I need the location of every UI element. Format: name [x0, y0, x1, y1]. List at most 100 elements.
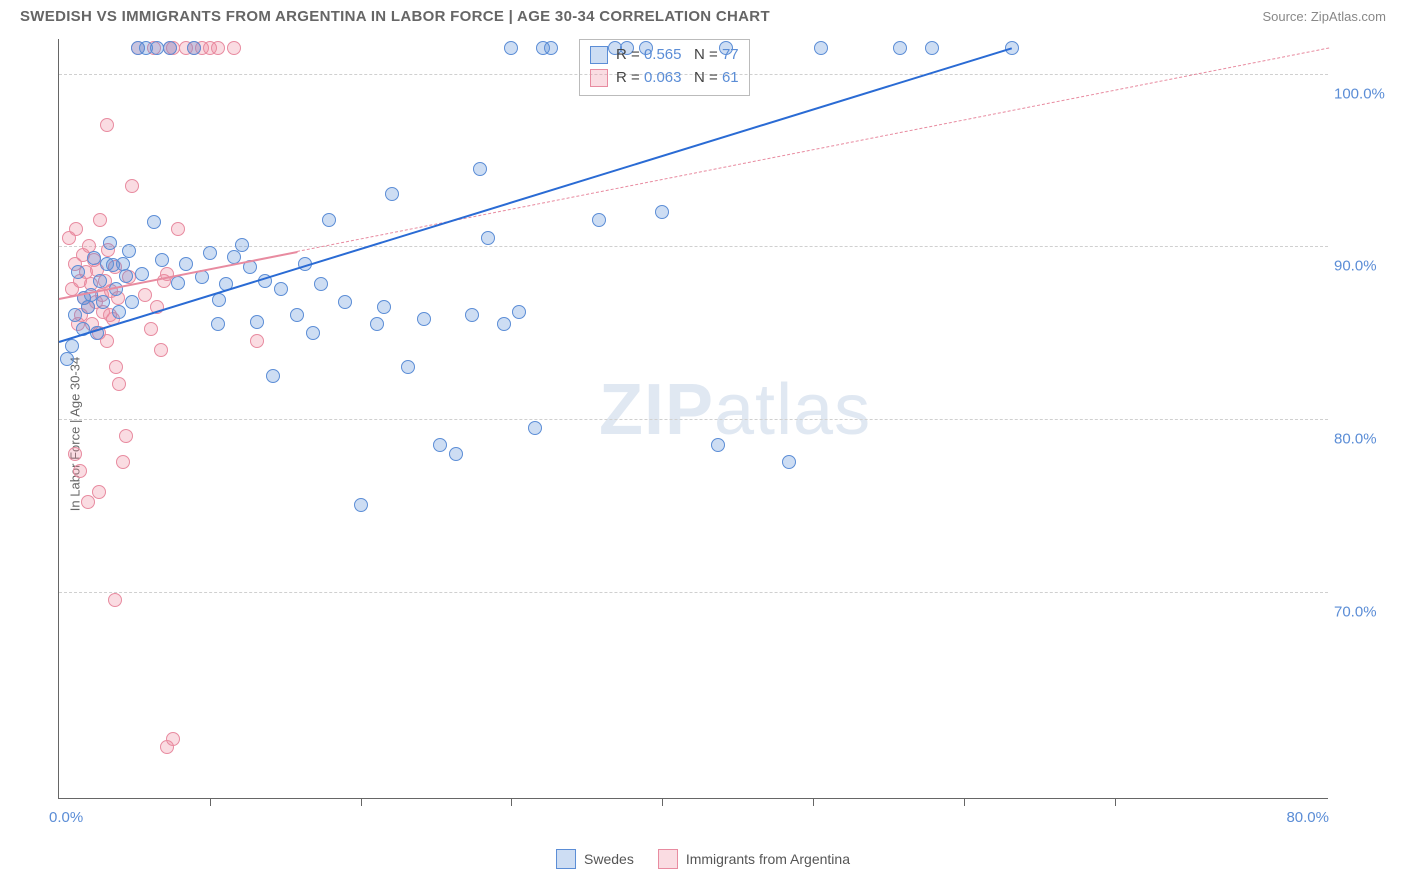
data-point-swedes	[504, 41, 518, 55]
x-tick	[813, 798, 814, 806]
watermark-bold: ZIP	[599, 370, 714, 450]
data-point-swedes	[163, 41, 177, 55]
data-point-swedes	[266, 369, 280, 383]
data-point-swedes	[96, 295, 110, 309]
data-point-swedes	[322, 213, 336, 227]
chart-legend: Swedes Immigrants from Argentina	[556, 849, 850, 869]
legend-label: Swedes	[584, 851, 634, 867]
data-point-swedes	[497, 317, 511, 331]
data-point-swedes	[306, 326, 320, 340]
data-point-swedes	[401, 360, 415, 374]
data-point-swedes	[417, 312, 431, 326]
data-point-swedes	[433, 438, 447, 452]
x-tick-label: 80.0%	[1286, 809, 1329, 826]
data-point-swedes	[155, 253, 169, 267]
trend-line	[59, 48, 1012, 344]
watermark-light: atlas	[714, 370, 871, 450]
data-point-swedes	[711, 438, 725, 452]
data-point-swedes	[93, 274, 107, 288]
data-point-swedes	[385, 187, 399, 201]
data-point-swedes	[103, 236, 117, 250]
data-point-swedes	[203, 246, 217, 260]
legend-item-swedes: Swedes	[556, 849, 634, 869]
data-point-swedes	[377, 300, 391, 314]
chart-header: SWEDISH VS IMMIGRANTS FROM ARGENTINA IN …	[0, 0, 1406, 29]
data-point-swedes	[314, 277, 328, 291]
stats-box: R = 0.565 N = 77R = 0.063 N = 61	[579, 39, 750, 96]
data-point-argentina	[119, 429, 133, 443]
data-point-argentina	[250, 334, 264, 348]
data-point-swedes	[171, 276, 185, 290]
y-tick-label: 90.0%	[1334, 258, 1394, 275]
data-point-swedes	[65, 339, 79, 353]
data-point-swedes	[290, 308, 304, 322]
x-tick	[662, 798, 663, 806]
x-tick	[964, 798, 965, 806]
data-point-argentina	[138, 288, 152, 302]
data-point-swedes	[782, 455, 796, 469]
gridline-h	[59, 246, 1328, 247]
data-point-argentina	[154, 343, 168, 357]
stats-row-swedes: R = 0.565 N = 77	[590, 44, 739, 67]
data-point-argentina	[92, 485, 106, 499]
data-point-swedes	[354, 498, 368, 512]
data-point-swedes	[544, 41, 558, 55]
data-point-swedes	[179, 257, 193, 271]
data-point-argentina	[166, 732, 180, 746]
data-point-swedes	[481, 231, 495, 245]
legend-swatch-argentina	[590, 69, 608, 87]
plot-area: ZIPatlas 70.0%80.0%90.0%100.0%0.0%80.0%R…	[58, 39, 1328, 799]
data-point-swedes	[338, 295, 352, 309]
x-tick	[210, 798, 211, 806]
data-point-argentina	[73, 464, 87, 478]
data-point-swedes	[592, 213, 606, 227]
data-point-argentina	[116, 455, 130, 469]
data-point-argentina	[69, 222, 83, 236]
data-point-argentina	[100, 118, 114, 132]
data-point-swedes	[68, 308, 82, 322]
data-point-argentina	[109, 360, 123, 374]
legend-swatch	[658, 849, 678, 869]
legend-swatch	[556, 849, 576, 869]
data-point-swedes	[147, 215, 161, 229]
legend-swatch-swedes	[590, 46, 608, 64]
data-point-argentina	[108, 593, 122, 607]
data-point-swedes	[119, 269, 133, 283]
data-point-swedes	[71, 265, 85, 279]
data-point-swedes	[81, 300, 95, 314]
gridline-h	[59, 419, 1328, 420]
data-point-swedes	[465, 308, 479, 322]
stats-row-argentina: R = 0.063 N = 61	[590, 67, 739, 90]
watermark: ZIPatlas	[599, 369, 871, 451]
y-tick-label: 70.0%	[1334, 603, 1394, 620]
data-point-swedes	[370, 317, 384, 331]
data-point-swedes	[211, 317, 225, 331]
x-tick	[1115, 798, 1116, 806]
data-point-swedes	[250, 315, 264, 329]
x-tick	[361, 798, 362, 806]
data-point-argentina	[93, 213, 107, 227]
data-point-swedes	[925, 41, 939, 55]
y-tick-label: 80.0%	[1334, 431, 1394, 448]
data-point-swedes	[893, 41, 907, 55]
data-point-argentina	[227, 41, 241, 55]
data-point-argentina	[144, 322, 158, 336]
data-point-swedes	[814, 41, 828, 55]
data-point-swedes	[125, 295, 139, 309]
data-point-swedes	[235, 238, 249, 252]
data-point-swedes	[135, 267, 149, 281]
data-point-swedes	[512, 305, 526, 319]
data-point-swedes	[655, 205, 669, 219]
source-name: ZipAtlas.com	[1311, 9, 1386, 24]
data-point-swedes	[122, 244, 136, 258]
data-point-argentina	[68, 447, 82, 461]
source-attribution: Source: ZipAtlas.com	[1262, 9, 1386, 24]
data-point-argentina	[81, 495, 95, 509]
data-point-swedes	[528, 421, 542, 435]
data-point-swedes	[473, 162, 487, 176]
chart-title: SWEDISH VS IMMIGRANTS FROM ARGENTINA IN …	[20, 8, 770, 25]
data-point-argentina	[211, 41, 225, 55]
data-point-argentina	[125, 179, 139, 193]
x-tick	[511, 798, 512, 806]
legend-label: Immigrants from Argentina	[686, 851, 850, 867]
